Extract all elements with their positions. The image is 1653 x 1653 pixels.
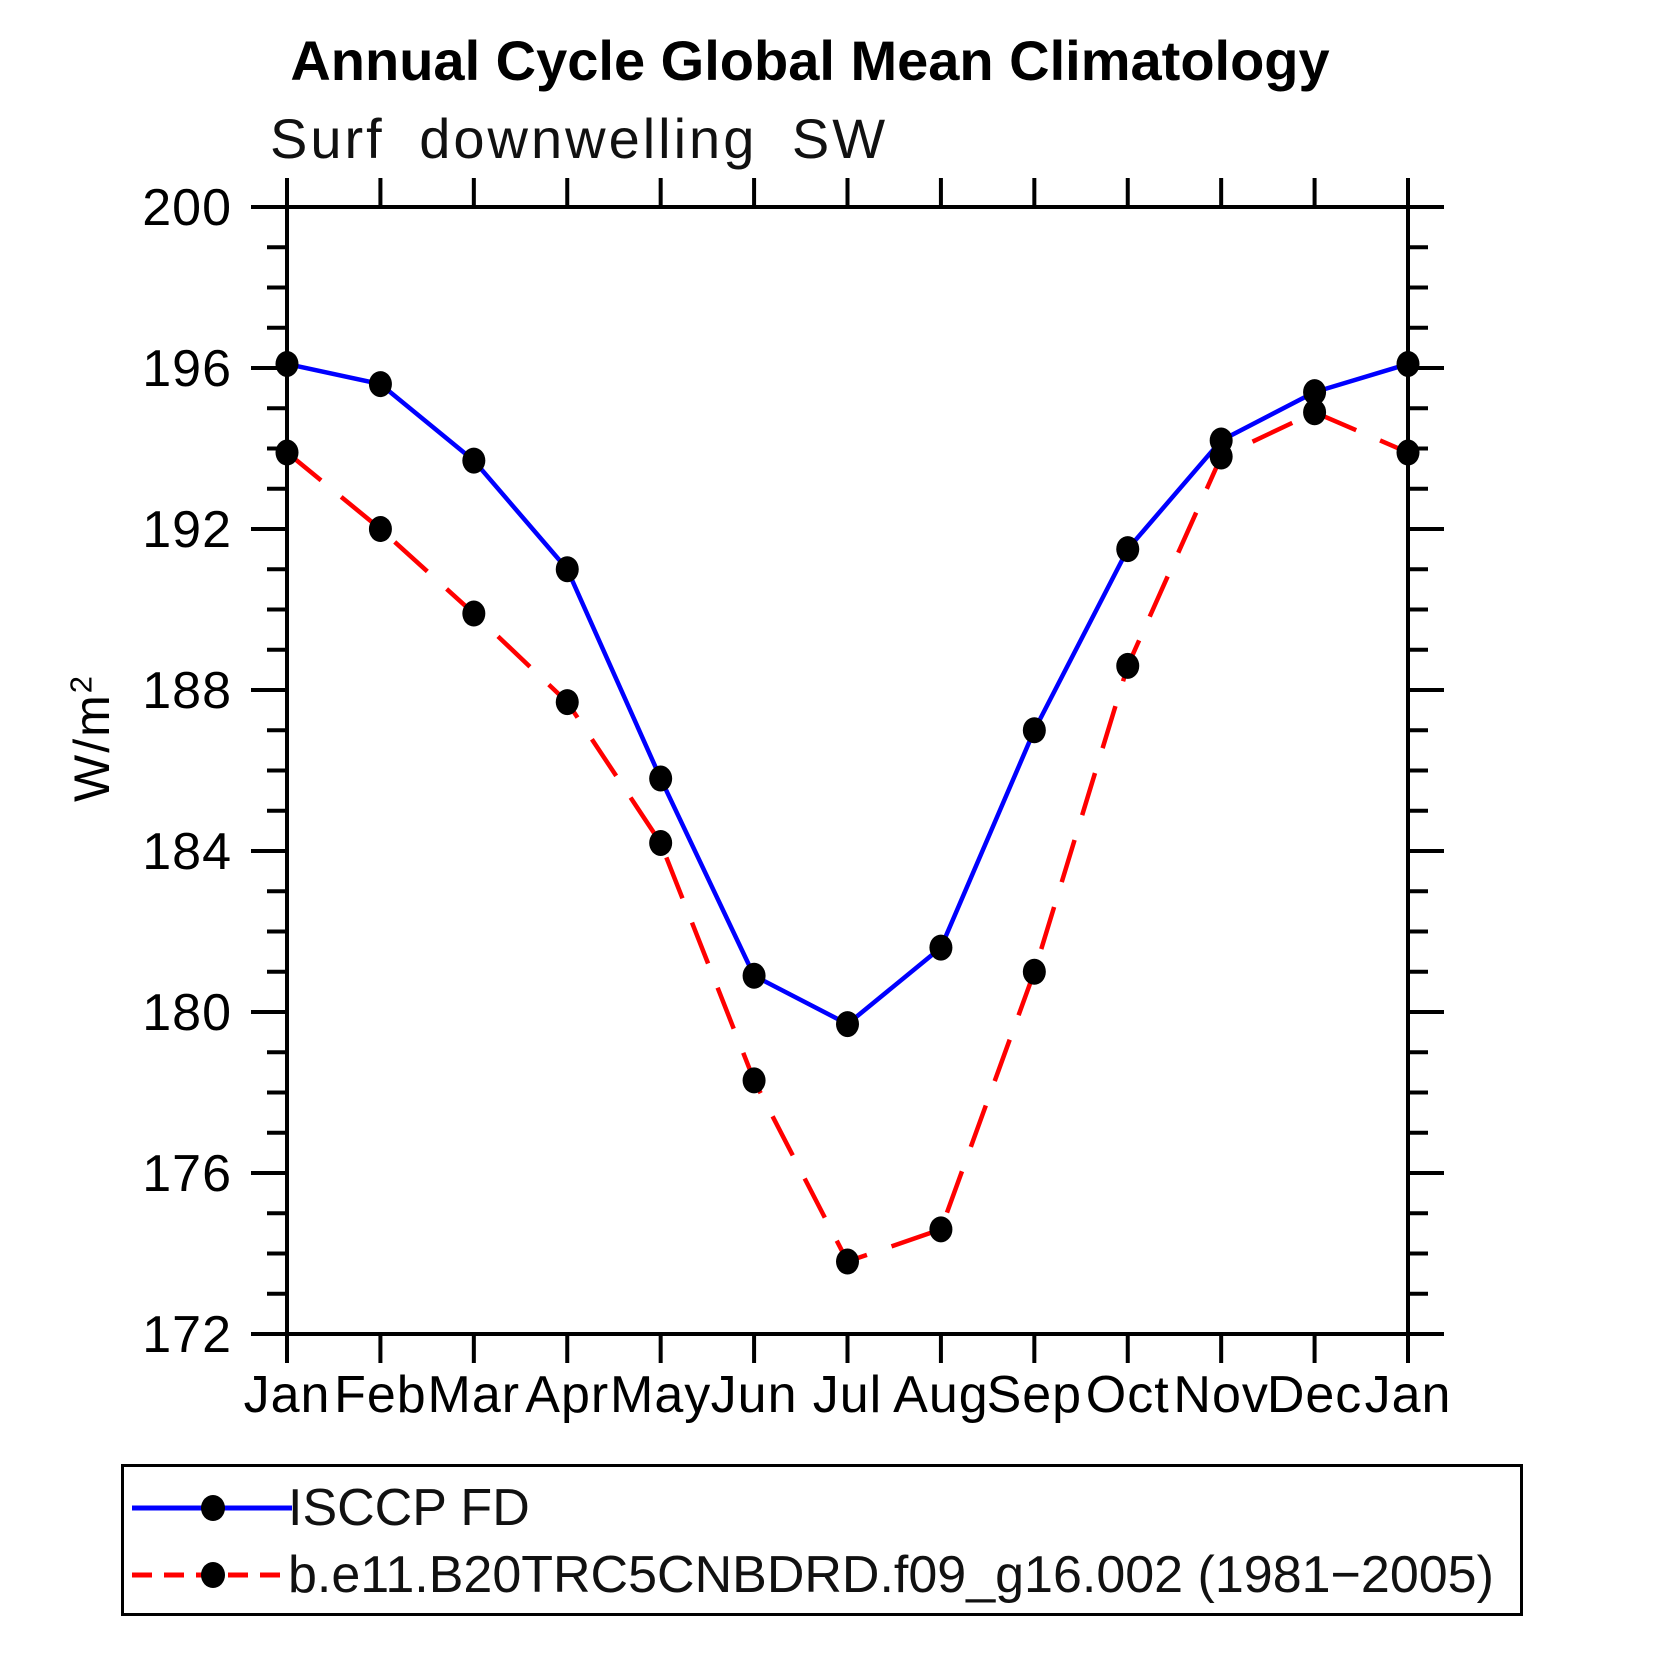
x-tick-label: Jan bbox=[1365, 1366, 1452, 1424]
x-tick-label: Sep bbox=[987, 1366, 1083, 1424]
x-tick-label: Dec bbox=[1267, 1366, 1362, 1424]
y-tick-label: 184 bbox=[142, 823, 232, 881]
data-point-marker-s0 bbox=[929, 934, 953, 961]
data-point-marker-s0 bbox=[1116, 536, 1140, 563]
x-tick-label: Apr bbox=[525, 1366, 609, 1424]
x-tick-label: Aug bbox=[893, 1366, 989, 1424]
data-point-marker-s0 bbox=[742, 962, 766, 989]
chart-title: Annual Cycle Global Mean Climatology bbox=[290, 29, 1330, 92]
y-tick-label: 172 bbox=[142, 1306, 232, 1364]
data-point-marker-s1 bbox=[1209, 443, 1233, 470]
data-point-marker-s1 bbox=[929, 1216, 953, 1243]
data-point-marker-s1 bbox=[462, 600, 486, 627]
data-point-marker-s0 bbox=[462, 447, 486, 474]
data-point-marker-s1 bbox=[836, 1248, 859, 1275]
data-point-marker-s0 bbox=[1396, 350, 1420, 377]
x-tick-label: Mar bbox=[428, 1366, 521, 1424]
x-tick-label: May bbox=[610, 1366, 711, 1424]
data-point-marker-s1 bbox=[555, 689, 579, 716]
legend-label-model: b.e11.B20TRC5CNBDRD.f09_g16.002 (1981−20… bbox=[288, 1546, 1494, 1604]
legend-sample-dashed-line bbox=[132, 1562, 292, 1588]
data-point-marker-s0 bbox=[555, 556, 579, 583]
data-point-marker-s0 bbox=[836, 1011, 859, 1038]
y-tick-label: 188 bbox=[142, 662, 232, 720]
data-point-marker-s1 bbox=[1116, 652, 1140, 679]
data-point-marker-s1 bbox=[1396, 439, 1420, 466]
y-tick-label: 180 bbox=[142, 984, 232, 1042]
y-tick-label: 176 bbox=[142, 1145, 232, 1203]
data-point-marker-s1 bbox=[368, 516, 392, 542]
data-point-marker-s0 bbox=[1303, 379, 1327, 406]
data-point-marker-s0 bbox=[368, 371, 392, 398]
x-tick-label: Jul bbox=[813, 1366, 882, 1424]
legend-box: ISCCP FD b.e11.B20TRC5CNBDRD.f09_g16.002… bbox=[121, 1464, 1523, 1616]
legend-marker-dot bbox=[201, 1495, 225, 1521]
legend-marker-dot bbox=[201, 1562, 225, 1588]
series-line-0 bbox=[286, 361, 1409, 1027]
data-point-marker-s0 bbox=[1022, 717, 1046, 744]
data-point-marker-s0 bbox=[275, 350, 299, 377]
data-point-marker-s1 bbox=[742, 1067, 766, 1094]
y-tick-label: 196 bbox=[142, 340, 232, 398]
y-tick-label: 200 bbox=[142, 179, 232, 237]
x-tick-label: Jan bbox=[244, 1366, 331, 1424]
legend-label-isccp: ISCCP FD bbox=[288, 1479, 530, 1537]
data-point-marker-s1 bbox=[1303, 399, 1327, 426]
x-tick-label: Nov bbox=[1173, 1366, 1268, 1424]
legend-row-isccp: ISCCP FD bbox=[124, 1480, 1520, 1546]
x-tick-label: Jun bbox=[711, 1366, 798, 1424]
y-tick-label: 192 bbox=[142, 501, 232, 559]
plot-frame bbox=[285, 205, 1410, 1336]
data-point-marker-s1 bbox=[275, 439, 299, 466]
x-tick-label: Feb bbox=[334, 1366, 427, 1424]
legend-sample-solid-line bbox=[132, 1495, 292, 1521]
x-tick-label: Oct bbox=[1086, 1366, 1170, 1424]
data-point-marker-s0 bbox=[649, 765, 673, 792]
chart-subtitle: Surf downwelling SW bbox=[270, 107, 889, 170]
data-point-marker-s1 bbox=[1022, 958, 1046, 985]
data-point-marker-s1 bbox=[649, 829, 673, 856]
series-line-1 bbox=[285, 410, 1409, 1264]
legend-row-model: b.e11.B20TRC5CNBDRD.f09_g16.002 (1981−20… bbox=[124, 1547, 1520, 1613]
